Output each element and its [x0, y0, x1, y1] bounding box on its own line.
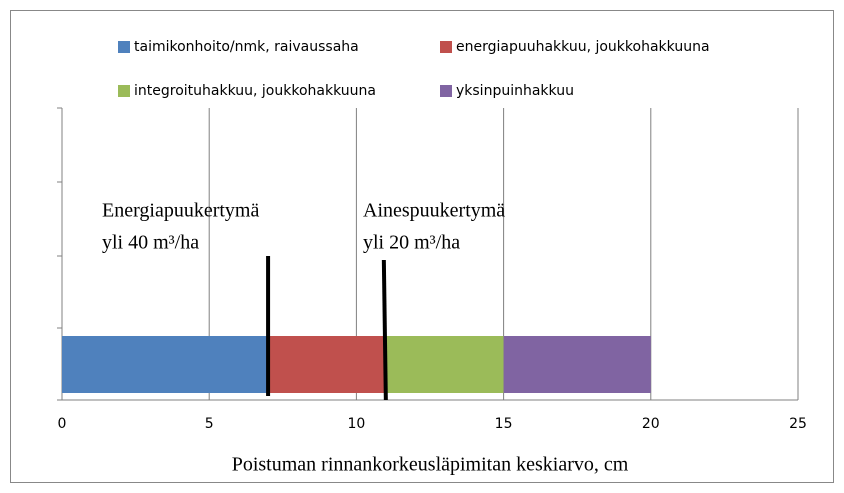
annotation: Energiapuukertymä	[102, 200, 259, 222]
x-axis-title: Poistuman rinnankorkeusläpimitan keskiar…	[232, 454, 629, 476]
x-tick-label: 25	[789, 416, 807, 432]
x-tick-label: 15	[495, 416, 513, 432]
legend-swatch	[118, 85, 130, 97]
x-tick-label: 0	[58, 416, 67, 432]
x-tick-label: 20	[642, 416, 660, 432]
bar-segment	[62, 336, 269, 393]
annotation-marker	[381, 259, 388, 401]
annotation: Ainespuukertymä	[363, 200, 505, 222]
x-tick-label: 5	[205, 416, 214, 432]
chart-frame	[10, 10, 834, 483]
legend-swatch	[440, 85, 452, 97]
legend-swatch	[440, 41, 452, 53]
legend-label: taimikonhoito/nmk, raivaussaha	[134, 39, 359, 55]
bar-segment	[385, 336, 504, 393]
legend-swatch	[118, 41, 130, 53]
bar-segment	[268, 336, 386, 393]
legend-label: energiapuuhakkuu, joukkohakkuuna	[456, 39, 710, 55]
annotation: yli 20 m³/ha	[363, 232, 460, 254]
legend-label: yksinpuinhakkuu	[456, 83, 574, 99]
x-tick-label: 10	[347, 416, 365, 432]
legend-label: integroituhakkuu, joukkohakkuuna	[134, 83, 376, 99]
annotation: yli 40 m³/ha	[102, 232, 199, 254]
bar-segment	[503, 336, 651, 393]
